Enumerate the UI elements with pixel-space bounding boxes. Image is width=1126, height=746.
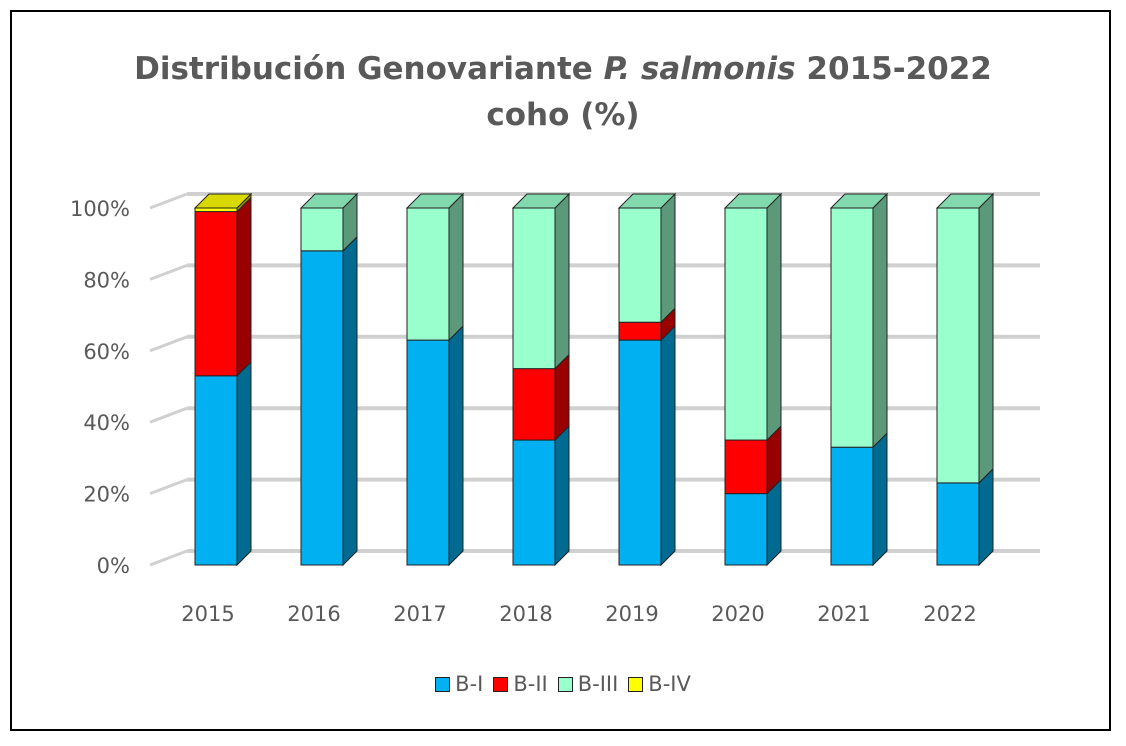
bar-top-face bbox=[617, 193, 677, 209]
bar-segment-side bbox=[766, 478, 782, 567]
bar-segment-side bbox=[554, 192, 570, 370]
bar-segment bbox=[300, 207, 344, 252]
bar-segment-side bbox=[660, 324, 676, 567]
legend-item: B-IV bbox=[628, 672, 691, 696]
y-axis-ticks: 0% 20% 40% 60% 80% 100% bbox=[70, 197, 130, 578]
x-tick-label: 2020 bbox=[711, 602, 764, 626]
y-tick-label: 100% bbox=[70, 197, 130, 221]
title-species: P. salmonis bbox=[603, 51, 796, 87]
bar-top-face bbox=[405, 193, 465, 209]
gridline-diagonal bbox=[149, 192, 188, 210]
legend-item: B-II bbox=[493, 672, 548, 696]
bar-segment bbox=[512, 207, 556, 370]
bars bbox=[193, 192, 995, 567]
bar-segment-side bbox=[342, 235, 358, 567]
legend: B-I B-II B-III B-IV bbox=[0, 672, 1126, 696]
legend-swatch bbox=[435, 677, 451, 692]
bar-segment bbox=[830, 207, 874, 448]
bar-segment-side bbox=[448, 324, 464, 567]
bar-segment bbox=[724, 493, 768, 566]
y-tick-label: 40% bbox=[83, 411, 130, 435]
gridline-diagonal bbox=[149, 335, 188, 353]
legend-label: B-II bbox=[513, 672, 548, 696]
bar-segment bbox=[936, 482, 980, 566]
legend-label: B-IV bbox=[648, 672, 691, 696]
bar-segment bbox=[194, 211, 238, 377]
bar-segment-side bbox=[236, 360, 252, 567]
bar-segment bbox=[194, 375, 238, 566]
y-tick-label: 60% bbox=[83, 340, 130, 364]
title-line-2: coho (%) bbox=[486, 97, 640, 133]
legend-label: B-III bbox=[577, 672, 619, 696]
bar-segment bbox=[724, 207, 768, 441]
x-tick-label: 2015 bbox=[181, 602, 234, 626]
title-years: 2015-2022 bbox=[795, 51, 992, 87]
bar-segment-side bbox=[872, 431, 888, 567]
bar-segment bbox=[406, 339, 450, 566]
gridline-diagonal bbox=[149, 549, 188, 567]
gridline-diagonal bbox=[149, 478, 188, 496]
bar-segment bbox=[618, 321, 662, 341]
y-tick-label: 0% bbox=[97, 554, 130, 578]
x-tick-label: 2019 bbox=[605, 602, 658, 626]
bar-top-face bbox=[829, 193, 889, 209]
x-tick-label: 2021 bbox=[817, 602, 870, 626]
bar-segment-side bbox=[978, 467, 994, 567]
bar-segment bbox=[618, 339, 662, 566]
bar-segment bbox=[194, 207, 238, 213]
bar-segment-side bbox=[872, 192, 888, 449]
bar-segment-side bbox=[554, 353, 570, 442]
bar-top-face bbox=[511, 193, 571, 209]
bar-segment-side bbox=[660, 192, 676, 324]
x-tick-label: 2022 bbox=[923, 602, 976, 626]
x-axis-ticks: 2015 2016 2017 2018 2019 2020 2021 2022 bbox=[181, 602, 976, 626]
bar-segment-side bbox=[236, 196, 252, 377]
chart-title: Distribución Genovariante P. salmonis 20… bbox=[0, 46, 1126, 138]
title-line-1: Distribución Genovariante P. salmonis 20… bbox=[0, 46, 1126, 92]
bar-top-face bbox=[723, 193, 783, 209]
bar-top-face bbox=[299, 193, 359, 209]
legend-swatch bbox=[493, 677, 509, 692]
x-tick-label: 2016 bbox=[287, 602, 340, 626]
legend-label: B-I bbox=[455, 672, 484, 696]
gridline-diagonal bbox=[149, 406, 188, 424]
bar-segment bbox=[936, 207, 980, 484]
bar-segment bbox=[618, 207, 662, 323]
gridline-diagonal bbox=[149, 263, 188, 281]
y-tick-label: 80% bbox=[83, 268, 130, 292]
bar-segment bbox=[830, 446, 874, 566]
bar-top-face bbox=[935, 193, 995, 209]
x-tick-label: 2018 bbox=[499, 602, 552, 626]
bar-segment-side bbox=[766, 192, 782, 442]
bar-segment-side bbox=[978, 192, 994, 485]
bar-segment bbox=[724, 439, 768, 495]
title-text: Distribución Genovariante bbox=[134, 51, 604, 87]
legend-item: B-III bbox=[557, 672, 619, 696]
bar-segment-side bbox=[554, 424, 570, 567]
legend-item: B-I bbox=[435, 672, 483, 696]
bar-segment bbox=[300, 250, 344, 566]
legend-swatch bbox=[557, 677, 573, 692]
bar-segment-side bbox=[448, 192, 464, 342]
bar-top-face bbox=[193, 193, 253, 209]
y-tick-label: 20% bbox=[83, 483, 130, 507]
bar-segment bbox=[512, 439, 556, 566]
gridlines bbox=[149, 192, 1040, 567]
x-tick-label: 2017 bbox=[393, 602, 446, 626]
bar-segment bbox=[406, 207, 450, 341]
bar-segment bbox=[512, 368, 556, 441]
legend-swatch bbox=[628, 677, 644, 692]
